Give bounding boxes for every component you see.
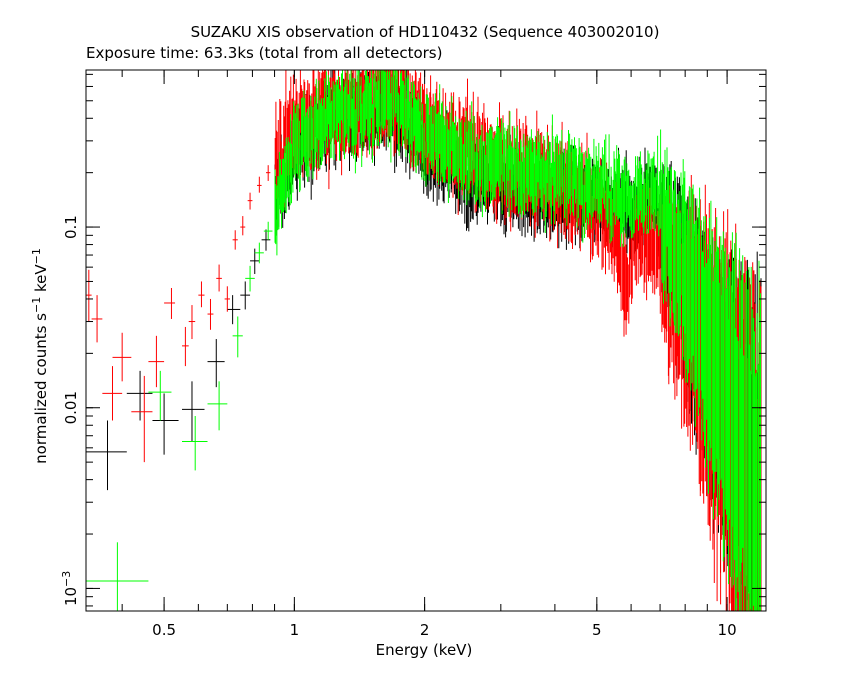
x-axis-label: Energy (keV) (376, 641, 473, 659)
series-2-continuum-errorbars (274, 70, 761, 611)
y-tick-label-1: 0.01 (62, 391, 80, 424)
y-tick-label-2-exponent: −3 (60, 571, 73, 587)
chart-subtitle: Exposure time: 63.3ks (total from all de… (86, 44, 442, 62)
y-tick-label-0-base: 0.1 (62, 215, 80, 239)
series-1 (86, 70, 762, 611)
series-2 (86, 70, 761, 611)
y-label-mid: keV (32, 264, 50, 297)
y-axis-label: normalized counts s−1 keV−1 (30, 248, 50, 464)
x-tick-label-1: 1 (290, 621, 300, 639)
x-tick-label-2: 2 (420, 621, 430, 639)
x-tick-label-3: 5 (592, 621, 602, 639)
y-label-kev-exponent: −1 (30, 248, 43, 264)
y-tick-label-2-base: 10 (62, 587, 80, 606)
y-tick-label-0: 0.1 (62, 215, 80, 239)
data-layer (86, 70, 762, 611)
plot-frame (85, 69, 767, 612)
y-tick-label-2: 10−3 (60, 571, 80, 606)
y-label-s-exponent: −1 (30, 297, 43, 313)
y-tick-label-1-base: 0.01 (62, 391, 80, 424)
y-label-prefix: normalized counts s (32, 313, 50, 464)
x-tick-label-4: 10 (718, 621, 737, 639)
x-tick-label-0: 0.5 (152, 621, 176, 639)
chart-title: SUZAKU XIS observation of HD110432 (Sequ… (191, 23, 660, 41)
